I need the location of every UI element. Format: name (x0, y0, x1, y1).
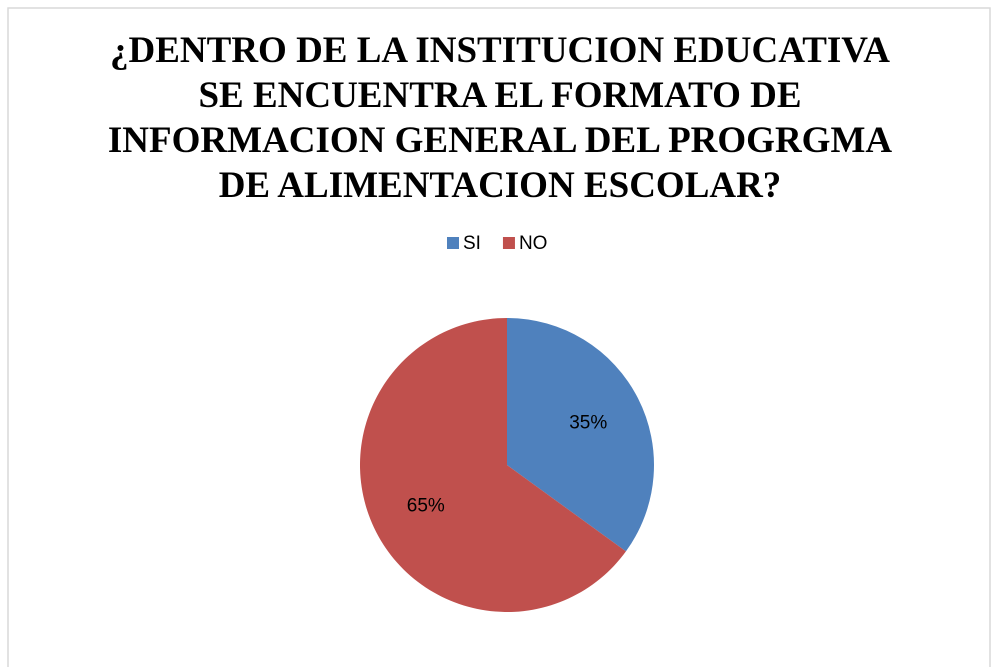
data-label: 65% (407, 495, 445, 516)
pie-slice (359, 318, 626, 613)
legend-swatch (502, 237, 515, 249)
chart-title: ¿DENTRO DE LA INSTITUCION EDUCATIVA SE E… (107, 30, 893, 206)
pie-slice (507, 318, 654, 552)
legend-swatch (447, 237, 459, 249)
legend-label: NO (519, 233, 548, 254)
legend-label: SI (463, 233, 481, 254)
data-label: 35% (569, 413, 607, 434)
